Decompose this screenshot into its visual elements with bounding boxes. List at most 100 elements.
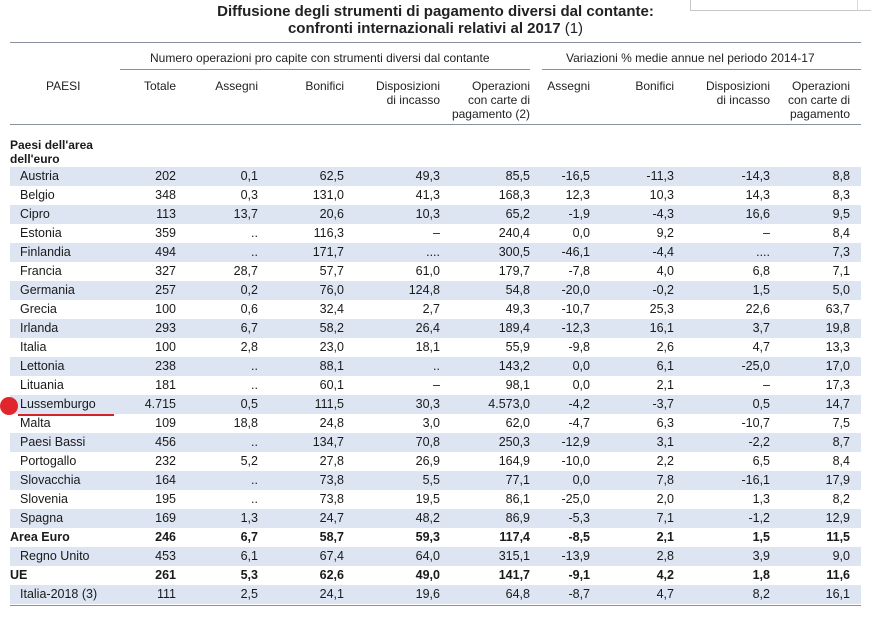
- row-country: Slovacchia: [20, 473, 81, 487]
- cell-operazioni: 143,2: [498, 359, 530, 373]
- cell-disposizioni: 10,3: [415, 207, 440, 221]
- cell-var-assegni: -10,0: [561, 454, 591, 468]
- row-country: Grecia: [20, 302, 57, 316]
- cell-var-disposizioni: -14,3: [741, 169, 771, 183]
- cell-var-assegni: -13,9: [561, 549, 591, 563]
- cell-bonifici: 32,4: [319, 302, 344, 316]
- cell-var-bonifici: 6,1: [656, 359, 674, 373]
- col-header-totale: Totale: [143, 79, 176, 93]
- table-row: Finlandia 494.. 171,7.... 300,5 -46,1 -4,4...…: [10, 243, 861, 262]
- table-row: Germania 257 0,2 76,0 124,8 54,8 -20,0 -0,2 1,5 5…: [10, 281, 861, 300]
- row-country: Area Euro: [10, 530, 70, 544]
- cell-bonifici: 73,8: [319, 492, 344, 506]
- cell-var-disposizioni: 1,8: [752, 568, 770, 582]
- row-country: Lettonia: [20, 359, 65, 373]
- cell-var-bonifici: 4,2: [656, 568, 674, 582]
- col-header-var-assegni: Assegni: [547, 79, 590, 93]
- row-country: Estonia: [20, 226, 62, 240]
- cell-var-assegni: -8,5: [568, 530, 590, 544]
- cell-var-operazioni: 7,1: [832, 264, 850, 278]
- cell-bonifici: 171,7: [312, 245, 344, 259]
- row-band: [10, 281, 861, 300]
- row-band: [10, 357, 861, 376]
- cell-operazioni: 179,7: [498, 264, 530, 278]
- cell-var-operazioni: 8,3: [832, 188, 850, 202]
- cell-var-bonifici: -3,7: [652, 397, 674, 411]
- cell-bonifici: 24,1: [319, 587, 344, 601]
- table-title-text: confronti internazionali relativi al 201…: [287, 20, 561, 37]
- cell-var-disposizioni: 6,8: [752, 264, 770, 278]
- row-country: Italia: [20, 340, 47, 354]
- cell-operazioni: 168,3: [498, 188, 530, 202]
- cell-totale: 238: [155, 359, 176, 373]
- cell-disposizioni: 19,6: [415, 587, 440, 601]
- cell-bonifici: 76,0: [319, 283, 344, 297]
- cell-assegni: ..: [251, 226, 258, 240]
- cell-var-disposizioni: 22,6: [745, 302, 770, 316]
- cell-var-assegni: 0,0: [572, 359, 590, 373]
- cell-var-operazioni: 8,7: [832, 435, 850, 449]
- row-country: Finlandia: [20, 245, 71, 259]
- row-country: Irlanda: [20, 321, 59, 335]
- cell-var-assegni: -20,0: [561, 283, 591, 297]
- cell-var-assegni: 0,0: [572, 378, 590, 392]
- table-row: Portogallo 232 5,2 27,8 26,9 164,9 -10,0 2,2 6,5…: [10, 452, 861, 471]
- cell-assegni: ..: [251, 245, 258, 259]
- col-header-var-disposizioni-l2: di incasso: [716, 93, 770, 107]
- cell-var-disposizioni: 1,5: [752, 530, 770, 544]
- cell-var-operazioni: 63,7: [825, 302, 850, 316]
- col-header-disposizioni-l2: di incasso: [386, 93, 440, 107]
- cell-var-assegni: -10,7: [561, 302, 591, 316]
- cell-bonifici: 24,7: [319, 511, 344, 525]
- row-band: [10, 243, 861, 262]
- row-country: Cipro: [20, 207, 50, 221]
- cell-totale: 111: [156, 587, 176, 601]
- group-rule-counts: [120, 69, 530, 70]
- cell-operazioni: 54,8: [505, 283, 530, 297]
- cell-var-operazioni: 17,0: [825, 359, 850, 373]
- cell-var-bonifici: 2,0: [656, 492, 674, 506]
- cell-var-operazioni: 8,2: [832, 492, 850, 506]
- col-header-var-bonifici: Bonifici: [635, 79, 674, 93]
- cell-totale: 293: [155, 321, 176, 335]
- cell-var-assegni: 0,0: [572, 226, 590, 240]
- table-row: Belgio 348 0,3 131,0 41,3 168,3 12,3 10,3 14,3 8,…: [10, 186, 861, 205]
- cell-totale: 113: [156, 207, 176, 221]
- cell-var-disposizioni: -25,0: [741, 359, 771, 373]
- cell-disposizioni: 41,3: [415, 188, 440, 202]
- cell-var-assegni: 0,0: [572, 473, 590, 487]
- cell-bonifici: 62,6: [319, 568, 344, 582]
- cell-bonifici: 58,7: [319, 530, 344, 544]
- table-row: Paesi Bassi 456.. 134,7 70,8 250,3 -12,9 3,1 -2…: [10, 433, 861, 452]
- cell-operazioni: 85,5: [505, 169, 530, 183]
- col-header-paesi: PAESI: [46, 79, 81, 93]
- cell-var-operazioni: 5,0: [832, 283, 850, 297]
- cell-disposizioni: 61,0: [415, 264, 440, 278]
- table-row: Slovacchia 164.. 73,8 5,5 77,1 0,0 7,8 -16,1 17,…: [10, 471, 861, 490]
- cell-var-bonifici: 10,3: [649, 188, 674, 202]
- cell-var-disposizioni: -1,2: [748, 511, 770, 525]
- cell-operazioni: 77,1: [505, 473, 530, 487]
- highlight-marker-dot: [0, 397, 18, 415]
- row-country: Germania: [20, 283, 75, 297]
- col-header-bonifici: Bonifici: [305, 79, 344, 93]
- cell-operazioni: 4.573,0: [488, 397, 530, 411]
- row-band: [10, 471, 861, 490]
- group-header-counts: Numero operazioni pro capite con strumen…: [150, 51, 490, 65]
- cell-operazioni: 315,1: [498, 549, 530, 563]
- cell-operazioni: 117,4: [499, 530, 530, 544]
- cell-assegni: 2,5: [240, 587, 258, 601]
- cell-var-operazioni: 12,9: [825, 511, 850, 525]
- row-band: [10, 509, 861, 528]
- cell-var-disposizioni: ....: [756, 245, 770, 259]
- row-country: Francia: [20, 264, 62, 278]
- cell-var-disposizioni: 8,2: [752, 587, 770, 601]
- cell-var-bonifici: -4,4: [652, 245, 674, 259]
- cell-var-operazioni: 13,3: [825, 340, 850, 354]
- row-band: [10, 167, 861, 186]
- row-band: [10, 319, 861, 338]
- cell-operazioni: 86,1: [505, 492, 530, 506]
- cell-var-bonifici: -11,3: [646, 169, 674, 183]
- cell-disposizioni: 48,2: [415, 511, 440, 525]
- table-title-note: (1): [564, 20, 584, 37]
